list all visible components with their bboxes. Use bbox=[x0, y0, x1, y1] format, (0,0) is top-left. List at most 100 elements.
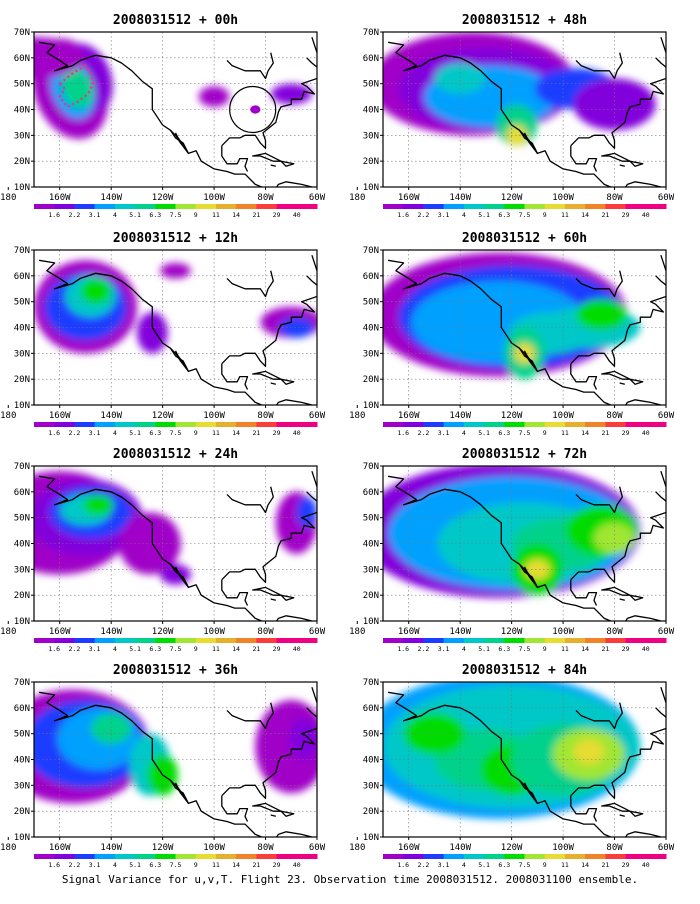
coastline bbox=[601, 586, 631, 596]
coastline bbox=[660, 36, 666, 54]
colorbar-swatch bbox=[585, 638, 606, 643]
y-tick-label: 70N bbox=[14, 462, 30, 472]
colorbar-swatch bbox=[74, 204, 96, 209]
y-tick-label: 20N bbox=[14, 591, 30, 601]
colorbar-swatch bbox=[296, 204, 318, 209]
coastline bbox=[38, 691, 313, 837]
x-tick-label: 120W bbox=[152, 411, 174, 421]
map-panel-3: 2008031512 + 36h 10N 20N 30N 40N 50N 60N 70N 180… bbox=[0, 663, 326, 869]
coastline bbox=[387, 691, 662, 837]
x-tick-label: 160W bbox=[49, 193, 71, 203]
colorbar-swatch bbox=[296, 638, 318, 643]
colorbar-swatch bbox=[625, 638, 647, 643]
colorbar-swatch bbox=[463, 204, 485, 209]
colorbar-swatch bbox=[74, 422, 96, 427]
variance-field bbox=[34, 471, 317, 585]
coastline bbox=[570, 491, 666, 583]
x-tick-label: 160W bbox=[398, 411, 420, 421]
y-tick-label: 30N bbox=[363, 565, 379, 575]
map-panel-2: 2008031512 + 24h 10N 20N 30N 40N 50N 60N 70N 180… bbox=[0, 447, 326, 653]
colorbar-label: 21 bbox=[252, 211, 260, 219]
y-tick-label: 20N bbox=[14, 157, 30, 167]
colorbar-label: 9 bbox=[543, 429, 547, 437]
colorbar-label: 1.6 bbox=[397, 211, 409, 219]
x-tick-label: 180 bbox=[349, 843, 365, 853]
coastline bbox=[221, 579, 249, 606]
colorbar-swatch bbox=[423, 204, 445, 209]
coastline bbox=[570, 363, 598, 390]
colorbar-swatch bbox=[256, 422, 278, 427]
x-tick-label: 160W bbox=[398, 193, 420, 203]
colorbar-label: 11 bbox=[212, 861, 220, 869]
colorbar-label: 5.1 bbox=[478, 211, 490, 219]
y-tick-label: 60N bbox=[14, 704, 30, 714]
colorbar-label: 2.2 bbox=[69, 211, 81, 219]
colorbar-label: 7.5 bbox=[170, 645, 182, 653]
colorbar-swatch bbox=[544, 204, 566, 209]
y-tick-label: 50N bbox=[363, 730, 379, 740]
colorbar-label: 29 bbox=[622, 861, 630, 869]
colorbar-label: 6.3 bbox=[149, 211, 161, 219]
colorbar-swatch bbox=[114, 204, 136, 209]
colorbar-label: 3.1 bbox=[89, 429, 101, 437]
coastline bbox=[169, 347, 190, 373]
colorbar-label: 5.1 bbox=[129, 645, 141, 653]
x-tick-label: 180 bbox=[349, 627, 365, 637]
colorbar-swatch bbox=[423, 422, 445, 427]
colorbar-swatch bbox=[484, 638, 505, 643]
y-tick-label: 50N bbox=[363, 80, 379, 90]
variance-contour bbox=[296, 497, 317, 528]
x-tick-label: 60W bbox=[658, 193, 675, 203]
x-tick-label: 60W bbox=[658, 411, 675, 421]
y-tick-label: 60N bbox=[14, 272, 30, 282]
x-tick-label: 60W bbox=[658, 843, 675, 853]
colorbar-label: 3.1 bbox=[438, 645, 450, 653]
x-tick-label: 120W bbox=[501, 411, 523, 421]
x-tick-label: 120W bbox=[501, 843, 523, 853]
colorbar-label: 7.5 bbox=[519, 645, 531, 653]
y-tick-label: 20N bbox=[363, 375, 379, 385]
colorbar-swatch bbox=[195, 854, 217, 859]
colorbar-label: 21 bbox=[601, 429, 609, 437]
colorbar-label: 14 bbox=[232, 211, 240, 219]
colorbar-label: 7.5 bbox=[519, 861, 531, 869]
colorbar-swatch bbox=[34, 638, 55, 643]
y-tick-label: 70N bbox=[363, 28, 379, 38]
colorbar-swatch bbox=[94, 422, 116, 427]
coastline bbox=[226, 270, 274, 298]
coastline bbox=[387, 41, 662, 187]
colorbar-swatch bbox=[114, 638, 136, 643]
y-tick-label: 50N bbox=[14, 298, 30, 308]
colorbar-label: 2.2 bbox=[69, 645, 81, 653]
y-tick-label: 10N bbox=[14, 401, 30, 411]
coastline bbox=[226, 52, 274, 80]
y-tick-label: 70N bbox=[14, 678, 30, 688]
x-tick-label: 140W bbox=[100, 193, 122, 203]
y-tick-label: 10N bbox=[363, 833, 379, 843]
coastline bbox=[221, 491, 317, 583]
coastline bbox=[601, 802, 631, 812]
colorbar-label: 4 bbox=[462, 211, 466, 219]
colorbar-label: 29 bbox=[622, 429, 630, 437]
y-tick-label: 40N bbox=[363, 756, 379, 766]
coastline bbox=[221, 275, 317, 367]
x-tick-label: 140W bbox=[100, 843, 122, 853]
coastline bbox=[575, 486, 623, 514]
coastline bbox=[169, 129, 190, 155]
x-tick-label: 160W bbox=[49, 843, 71, 853]
colorbar-label: 5.1 bbox=[478, 429, 490, 437]
coastline bbox=[518, 563, 539, 589]
colorbar-swatch bbox=[34, 204, 55, 209]
map-area bbox=[34, 250, 317, 405]
x-tick-label: 140W bbox=[449, 843, 471, 853]
colorbar-label: 21 bbox=[252, 645, 260, 653]
y-tick-label: 50N bbox=[363, 298, 379, 308]
colorbar-label: 21 bbox=[601, 645, 609, 653]
colorbar-swatch bbox=[34, 422, 55, 427]
colorbar-swatch bbox=[54, 638, 75, 643]
coastline bbox=[575, 270, 623, 298]
colorbar-label: 1.6 bbox=[48, 429, 60, 437]
colorbar-swatch bbox=[54, 854, 75, 859]
x-tick-label: 80W bbox=[606, 627, 623, 637]
y-tick-label: 10N bbox=[14, 183, 30, 193]
